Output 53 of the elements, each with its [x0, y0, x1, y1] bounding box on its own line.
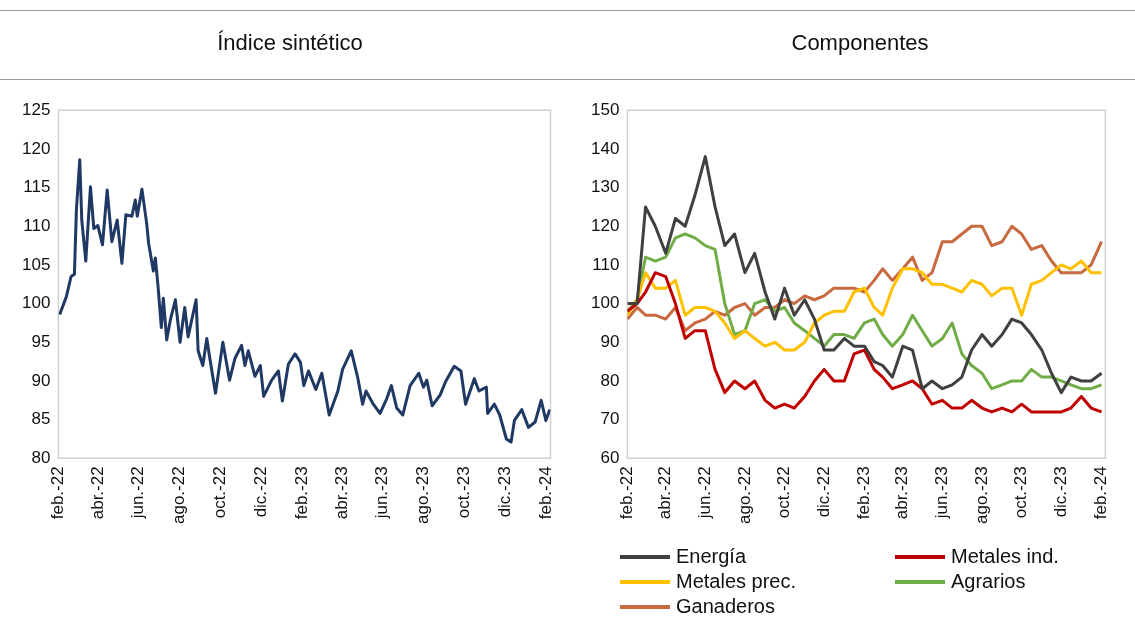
legend-label: Metales prec. [676, 570, 797, 593]
y-tick-label: 140 [590, 138, 620, 158]
x-tick-label: oct.-23 [1011, 466, 1031, 519]
x-tick-label: jun.-22 [694, 466, 714, 520]
y-tick-label: 90 [31, 370, 51, 390]
x-tick-label: abr.-22 [87, 466, 107, 520]
x-tick-label: feb.-24 [536, 466, 556, 520]
y-tick-label: 125 [21, 99, 51, 119]
x-tick-label: jun.-22 [128, 466, 148, 520]
y-tick-label: 130 [590, 177, 620, 197]
legend-label: Ganaderos [676, 595, 775, 618]
y-tick-label: 150 [590, 99, 620, 119]
x-tick-label: dic.-23 [494, 466, 514, 518]
x-tick-label: abr.-22 [655, 466, 675, 520]
y-tick-label: 85 [31, 409, 51, 429]
x-tick-label: abr.-23 [331, 466, 351, 520]
y-tick-label: 110 [23, 215, 51, 235]
y-tick-label: 100 [21, 293, 51, 313]
x-tick-label: feb.-24 [1091, 466, 1111, 520]
legend-label: Agrarios [951, 570, 1026, 593]
y-tick-label: 105 [21, 254, 51, 274]
x-tick-label: oct.-22 [209, 466, 229, 519]
chart-title: Componentes [790, 30, 930, 56]
x-tick-label: dic.-22 [813, 466, 833, 518]
x-tick-label: ago.-22 [169, 466, 189, 525]
y-tick-label: 110 [592, 254, 620, 274]
x-tick-label: oct.-22 [774, 466, 794, 519]
x-tick-label: jun.-23 [932, 466, 952, 520]
y-tick-label: 60 [600, 448, 620, 468]
x-tick-label: dic.-23 [1050, 466, 1070, 518]
x-tick-label: feb.-23 [854, 466, 874, 520]
y-tick-label: 100 [590, 293, 620, 313]
x-tick-label: ago.-22 [734, 466, 754, 525]
x-tick-label: oct.-23 [453, 466, 473, 519]
y-tick-label: 80 [31, 448, 51, 468]
x-tick-label: dic.-22 [250, 466, 270, 518]
y-tick-label: 80 [600, 370, 620, 390]
x-tick-label: ago.-23 [971, 466, 991, 525]
chart-title: Índice sintético [216, 30, 364, 56]
x-tick-label: jun.-23 [372, 466, 392, 520]
y-tick-label: 120 [21, 138, 51, 158]
x-tick-label: feb.-22 [48, 466, 68, 520]
y-tick-label: 120 [590, 215, 620, 235]
legend-label: Energía [676, 545, 747, 568]
x-tick-label: abr.-23 [892, 466, 912, 520]
y-tick-label: 115 [23, 177, 51, 197]
y-tick-label: 95 [31, 331, 51, 351]
x-tick-label: feb.-22 [617, 466, 637, 520]
y-tick-label: 70 [600, 409, 620, 429]
x-tick-label: feb.-23 [292, 466, 312, 520]
x-tick-label: ago.-23 [413, 466, 433, 525]
legend-label: Metales ind. [951, 545, 1059, 568]
y-tick-label: 90 [600, 331, 620, 351]
